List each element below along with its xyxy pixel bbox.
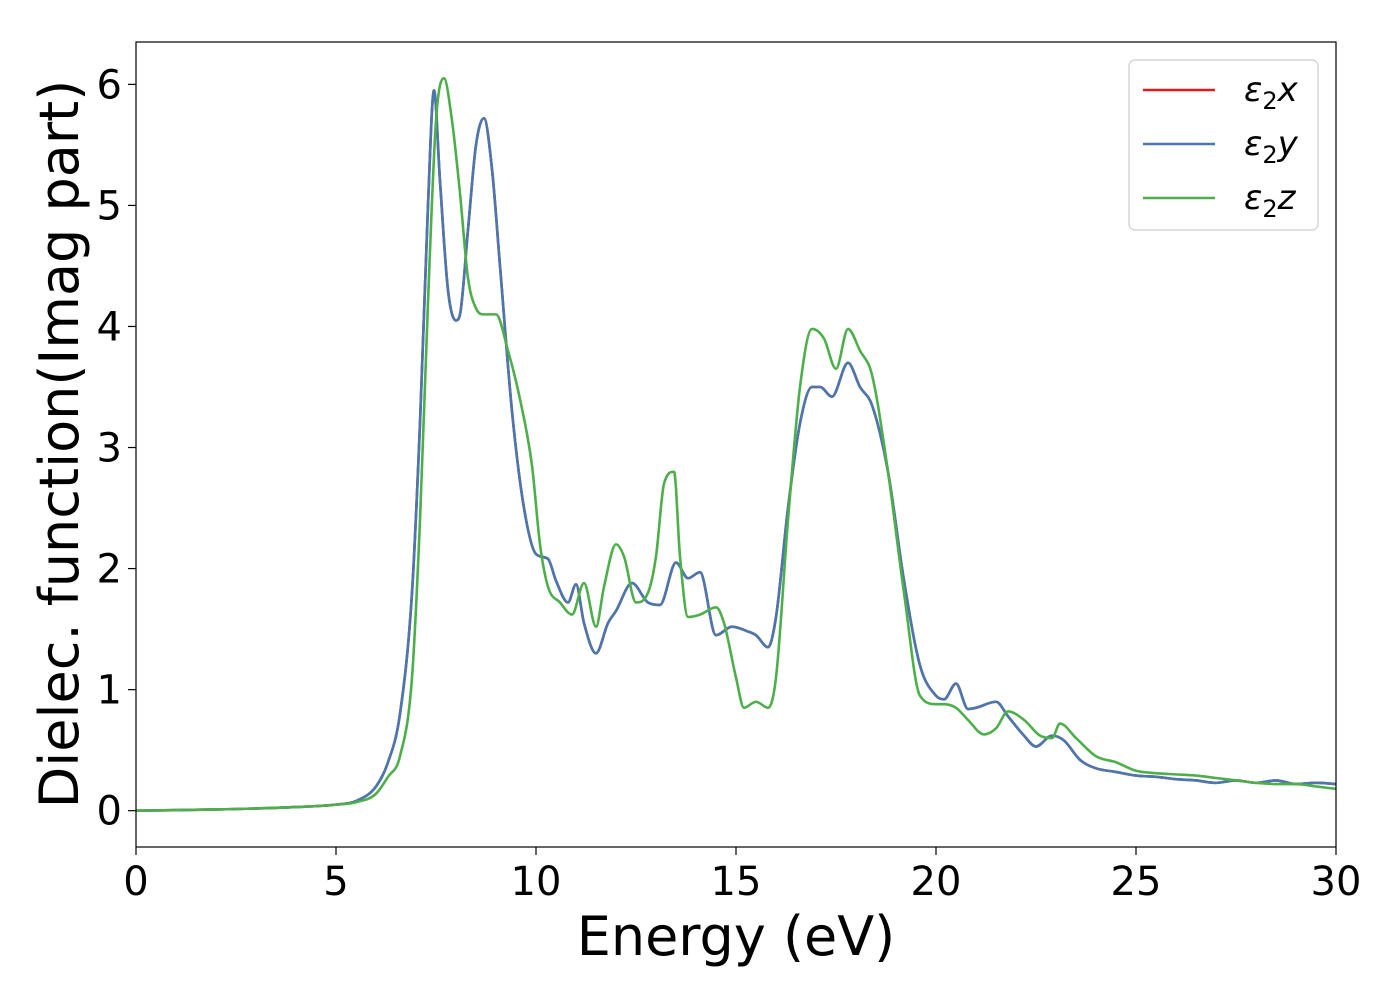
series-line-y (136, 89, 1336, 812)
x-tick-label: 5 (323, 859, 348, 905)
x-tick-label: 25 (1111, 859, 1162, 905)
legend-label-x: ε2x (1244, 70, 1299, 115)
series-line-z (136, 77, 1336, 812)
x-tick-label: 30 (1311, 859, 1362, 905)
y-tick-label: 5 (97, 183, 122, 229)
x-axis-ticks: 0 5 10 15 20 25 30 (123, 847, 1361, 905)
x-axis-title: Energy (eV) (577, 905, 896, 968)
x-tick-label: 0 (123, 859, 148, 905)
x-tick-label: 10 (511, 859, 562, 905)
legend-label-z: ε2z (1244, 178, 1297, 223)
y-axis-title: Dielec. function(Imag part) (28, 80, 91, 809)
plot-layer (136, 77, 1336, 812)
y-tick-label: 0 (97, 789, 122, 835)
y-tick-label: 4 (97, 304, 122, 350)
legend-entries: ε2x ε2y ε2z (1143, 70, 1299, 223)
y-tick-label: 2 (97, 547, 122, 593)
legend-label-y: ε2y (1244, 124, 1299, 169)
x-tick-label: 15 (711, 859, 762, 905)
legend-box (1128, 59, 1319, 231)
y-tick-label: 1 (97, 668, 122, 714)
y-tick-label: 6 (97, 62, 122, 108)
y-tick-label: 3 (97, 426, 122, 472)
x-tick-label: 20 (911, 859, 962, 905)
legend: ε2x ε2y ε2z (1128, 59, 1319, 231)
y-axis-ticks: 0 1 2 3 4 5 6 (97, 62, 136, 835)
